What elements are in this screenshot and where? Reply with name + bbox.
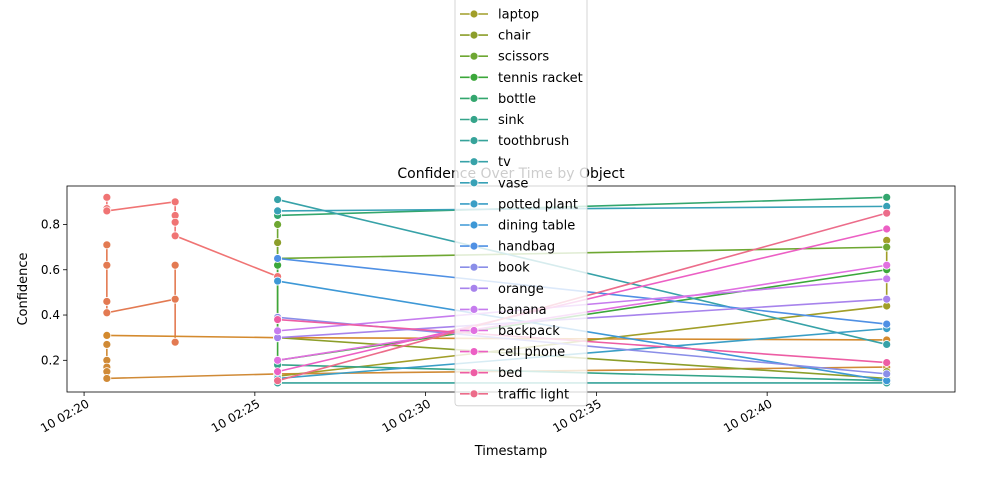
x-tick-label-0: 10 02:20 <box>38 396 91 435</box>
legend-label-5: sink <box>498 113 525 128</box>
legend-label-11: handbag <box>498 240 555 255</box>
legend-label-12: book <box>498 261 530 276</box>
series-point-4-1 <box>882 192 892 202</box>
unlisted-series-point-1-6 <box>170 337 180 347</box>
legend-marker-15 <box>469 326 479 335</box>
unlisted-series-line-0 <box>106 197 278 278</box>
legend-label-9: potted plant <box>498 197 578 212</box>
unlisted-series-point-3-0 <box>102 340 112 349</box>
legend-label-18: traffic light <box>498 387 569 402</box>
series-point-10-0 <box>273 276 283 286</box>
x-tick-label-4: 10 02:40 <box>721 396 774 435</box>
legend-marker-16 <box>469 347 479 357</box>
legend-marker-0 <box>469 9 479 19</box>
legend-marker-13 <box>469 283 479 293</box>
unlisted-series-point-1-0 <box>102 240 112 250</box>
unlisted-series-point-0-0 <box>102 192 112 202</box>
legend-marker-5 <box>469 115 479 124</box>
unlisted-series-point-0-2 <box>102 206 112 216</box>
legend-marker-6 <box>469 136 479 146</box>
series-point-18-0 <box>273 376 283 386</box>
legend-label-14: banana <box>498 303 547 318</box>
series-point-13-1 <box>882 294 892 304</box>
legend-label-8: vase <box>498 176 528 191</box>
unlisted-series-point-2-0 <box>102 331 112 340</box>
legend-marker-14 <box>469 304 479 314</box>
series-point-2-0 <box>273 220 283 229</box>
legend-marker-12 <box>469 262 479 272</box>
unlisted-series-point-1-4 <box>170 294 180 304</box>
series-point-7-1 <box>882 340 892 349</box>
legend-marker-2 <box>469 51 479 61</box>
legend-box <box>454 0 588 407</box>
y-tick-label-3: 0.8 <box>41 217 60 231</box>
legend-label-4: bottle <box>498 92 536 107</box>
y-axis: 0.2 0.4 0.6 0.8 <box>41 217 67 367</box>
legend-marker-1 <box>469 30 479 40</box>
x-tick-label-1: 10 02:25 <box>209 396 262 435</box>
legend-label-13: orange <box>498 282 544 297</box>
unlisted-series-point-0-5 <box>170 217 180 227</box>
legend-label-17: bed <box>498 366 523 381</box>
unlisted-series-point-1-1 <box>102 260 112 270</box>
series-point-8-0 <box>273 206 283 216</box>
series-point-15-1 <box>882 260 892 270</box>
legend-marker-17 <box>469 368 479 378</box>
legend-marker-4 <box>469 94 479 103</box>
legend-marker-10 <box>469 220 479 230</box>
unlisted-series-point-3-4 <box>102 374 112 383</box>
legend-label-6: toothbrush <box>498 134 569 149</box>
unlisted-series-point-1-2 <box>102 297 112 306</box>
legend-label-0: laptop <box>498 8 539 23</box>
series-point-16-0 <box>273 367 283 377</box>
series-point-14-0 <box>273 326 283 336</box>
series-point-14-1 <box>882 274 892 284</box>
series-point-15-0 <box>273 355 283 365</box>
unlisted-series-point-0-3 <box>170 197 180 207</box>
x-axis-label: Timestamp <box>474 444 548 459</box>
x-tick-label-2: 10 02:30 <box>380 396 433 435</box>
series-point-17-1 <box>882 358 892 367</box>
series-point-16-1 <box>882 224 892 234</box>
unlisted-series-point-0-6 <box>170 231 180 241</box>
legend-marker-11 <box>469 241 479 251</box>
series-point-1-0 <box>273 238 283 247</box>
y-tick-label-0: 0.2 <box>41 353 60 367</box>
y-tick-label-2: 0.6 <box>41 263 60 277</box>
unlisted-series-point-1-3 <box>102 308 112 318</box>
x-axis: 10 02:20 10 02:25 10 02:30 10 02:35 10 02:40 <box>38 392 775 435</box>
series-point-7-0 <box>273 195 283 204</box>
legend-marker-18 <box>469 389 479 399</box>
y-axis-label: Confidence <box>16 252 31 325</box>
legend-label-1: chair <box>498 29 531 44</box>
legend-label-15: backpack <box>498 324 560 339</box>
legend-marker-8 <box>469 178 479 188</box>
unlisted-series-line-1 <box>106 244 176 343</box>
series-point-2-2 <box>882 242 892 252</box>
legend-label-7: tv <box>498 155 511 170</box>
legend-label-16: cell phone <box>498 345 565 360</box>
legend: laptop chair scissors tennis racket bottle si… <box>454 0 588 407</box>
series-points <box>102 192 892 388</box>
series-point-17-0 <box>273 315 283 324</box>
series-point-18-1 <box>882 208 892 218</box>
series-point-12-1 <box>882 369 892 379</box>
y-tick-label-1: 0.4 <box>41 308 60 322</box>
legend-marker-3 <box>469 72 479 82</box>
series-point-11-0 <box>273 254 283 263</box>
legend-label-10: dining table <box>498 219 575 234</box>
series-point-11-1 <box>882 319 892 329</box>
legend-label-3: tennis racket <box>498 71 583 86</box>
legend-marker-7 <box>469 157 479 167</box>
legend-label-2: scissors <box>498 50 549 65</box>
unlisted-series-point-1-5 <box>170 260 180 270</box>
legend-marker-9 <box>469 199 479 209</box>
